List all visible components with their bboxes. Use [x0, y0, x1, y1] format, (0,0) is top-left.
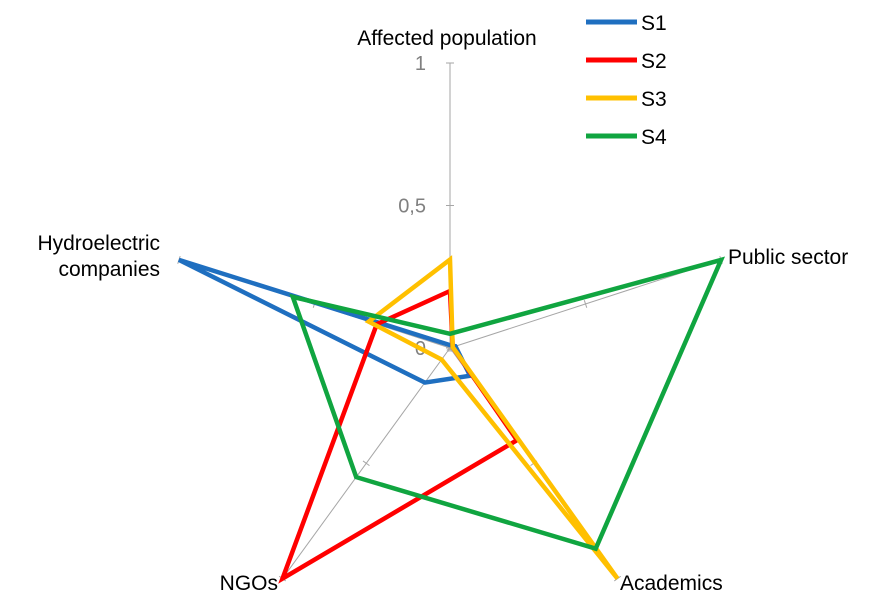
- axis-label-academics: Academics: [620, 572, 723, 595]
- axis-label-line: Hydroelectric: [37, 232, 160, 255]
- axis-tick-public-sector-1: [583, 300, 588, 308]
- axis-label-line: Public sector: [728, 246, 848, 269]
- legend-label-s1: S1: [641, 12, 667, 35]
- legend-label-s2: S2: [641, 50, 667, 73]
- series-layer: [177, 255, 726, 584]
- tick-label-1: 0,5: [398, 196, 426, 218]
- series-line-s2: [278, 287, 521, 584]
- axis-label-line: NGOs: [220, 572, 278, 595]
- axis-label-line: Affected population: [357, 27, 536, 50]
- axis-label-line: Academics: [620, 572, 723, 595]
- axis-label-ngos: NGOs: [220, 572, 278, 595]
- axis-label-hydroelectric-companies: Hydroelectric companies: [37, 232, 160, 281]
- legend-label-s4: S4: [641, 126, 667, 149]
- axis-label-public-sector: Public sector: [728, 246, 848, 269]
- legend: S1 S2 S3 S4: [586, 12, 667, 149]
- series-line-s3: [364, 255, 620, 581]
- legend-label-s3: S3: [641, 88, 667, 111]
- axis-tick-ngos-1: [362, 460, 370, 467]
- series-line-s4: [289, 256, 726, 552]
- axis-label-line: companies: [58, 258, 160, 281]
- axis-labels: Affected population Public sector Academic…: [37, 27, 848, 595]
- axis-label-affected-population: Affected population: [357, 27, 536, 50]
- tick-label-2: 1: [415, 53, 426, 75]
